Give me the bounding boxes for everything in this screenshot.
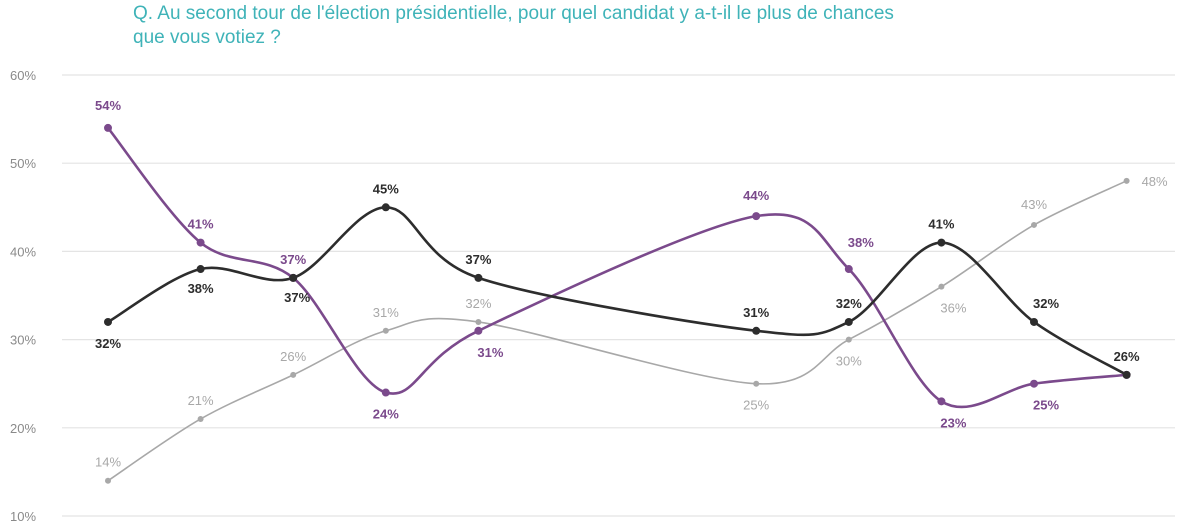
series-points bbox=[104, 123, 1131, 484]
data-label-gray: 48% bbox=[1142, 174, 1168, 189]
data-point-purple bbox=[381, 388, 390, 397]
data-label-gray: 25% bbox=[743, 398, 769, 413]
y-tick-label: 40% bbox=[10, 244, 36, 259]
data-label-black: 45% bbox=[373, 181, 399, 196]
data-label-black: 32% bbox=[836, 296, 862, 311]
data-point-purple bbox=[474, 326, 483, 335]
data-label-black: 32% bbox=[95, 336, 121, 351]
data-label-gray: 14% bbox=[95, 455, 121, 470]
data-label-purple: 41% bbox=[188, 217, 214, 232]
data-point-gray bbox=[938, 283, 945, 290]
data-point-gray bbox=[105, 477, 111, 484]
data-label-purple: 54% bbox=[95, 98, 121, 113]
data-point-black bbox=[104, 317, 112, 326]
data-label-black: 32% bbox=[1033, 296, 1059, 311]
data-label-purple: 37% bbox=[280, 252, 306, 267]
data-label-black: 31% bbox=[743, 305, 769, 320]
data-label-black: 37% bbox=[284, 290, 310, 305]
chart-title-line-2: que vous votiez ? bbox=[133, 27, 281, 48]
series-line-gray bbox=[107, 180, 1127, 482]
data-point-gray bbox=[845, 336, 852, 343]
chart-title-line-1: Q. Au second tour de l'élection présiden… bbox=[133, 3, 894, 24]
data-point-purple bbox=[196, 238, 205, 247]
data-point-gray bbox=[197, 415, 204, 422]
data-point-black bbox=[474, 273, 483, 282]
data-point-purple bbox=[104, 123, 112, 132]
data-label-black: 38% bbox=[188, 281, 214, 296]
chart-title: Q. Au second tour de l'élection présiden… bbox=[133, 2, 1113, 50]
data-point-purple bbox=[844, 265, 853, 274]
gridlines bbox=[62, 74, 1175, 517]
data-point-gray bbox=[753, 380, 760, 387]
data-point-black bbox=[752, 326, 761, 335]
data-point-black bbox=[289, 273, 298, 282]
y-axis: 10% 20% 30% 40% 50% 60% bbox=[10, 68, 36, 524]
data-point-gray bbox=[1031, 221, 1037, 228]
data-point-gray bbox=[290, 371, 297, 378]
data-label-purple: 38% bbox=[848, 235, 874, 250]
data-label-gray: 43% bbox=[1021, 197, 1047, 212]
y-tick-label: 10% bbox=[10, 509, 36, 524]
data-point-purple bbox=[937, 397, 946, 406]
data-label-purple: 44% bbox=[743, 188, 769, 203]
data-point-gray bbox=[475, 318, 482, 325]
data-point-gray bbox=[382, 327, 389, 334]
data-point-black bbox=[1030, 317, 1038, 326]
data-point-gray bbox=[1123, 177, 1130, 184]
data-label-black: 37% bbox=[465, 252, 491, 267]
data-point-black bbox=[1122, 370, 1131, 379]
y-tick-label: 30% bbox=[10, 333, 36, 348]
data-label-purple: 23% bbox=[940, 415, 966, 430]
data-point-purple bbox=[752, 212, 761, 221]
data-point-purple bbox=[1030, 379, 1038, 388]
data-label-gray: 36% bbox=[940, 301, 966, 316]
data-point-black bbox=[196, 265, 205, 274]
data-point-black bbox=[381, 203, 390, 212]
data-label-purple: 25% bbox=[1033, 398, 1059, 413]
data-label-purple: 24% bbox=[373, 407, 399, 422]
data-label-gray: 30% bbox=[836, 354, 862, 369]
data-label-gray: 32% bbox=[465, 296, 491, 311]
data-label-black: 26% bbox=[1114, 349, 1140, 364]
series-lines bbox=[106, 127, 1128, 482]
data-labels: 14% 21% 26% 31% 32% 25% 30% 36% 43% 48% 54% 41% 37% 2… bbox=[95, 98, 1168, 470]
data-label-black: 41% bbox=[928, 217, 954, 232]
data-label-gray: 26% bbox=[280, 349, 306, 364]
series-line-purple bbox=[106, 127, 1127, 409]
data-point-black bbox=[844, 317, 853, 326]
y-tick-label: 20% bbox=[10, 421, 36, 436]
y-tick-label: 60% bbox=[10, 68, 36, 83]
data-point-black bbox=[937, 238, 946, 247]
series-line-black bbox=[107, 205, 1128, 377]
data-label-gray: 31% bbox=[373, 305, 399, 320]
y-tick-label: 50% bbox=[10, 156, 36, 171]
data-label-gray: 21% bbox=[188, 393, 214, 408]
data-label-purple: 31% bbox=[477, 345, 503, 360]
